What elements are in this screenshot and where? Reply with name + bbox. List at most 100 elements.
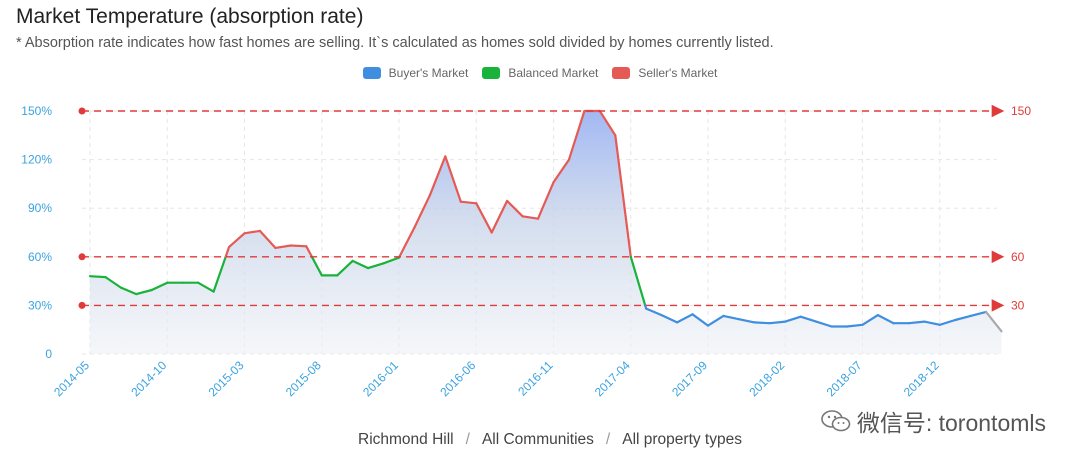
chart-area	[90, 111, 1002, 354]
line-segment	[753, 321, 771, 325]
chart-legend: Buyer's Market Balanced Market Seller's …	[0, 66, 1080, 80]
x-tick-label: 2016-01	[360, 358, 401, 399]
line-segment	[660, 314, 679, 324]
line-segment	[938, 318, 957, 326]
legend-label-balanced: Balanced Market	[508, 66, 599, 80]
legend-item-sellers[interactable]: Seller's Market	[612, 66, 717, 80]
x-tick-label: 2017-09	[669, 358, 710, 399]
threshold-lines: 150 60 30	[78, 104, 1031, 312]
line-segment	[923, 320, 941, 326]
legend-item-buyers[interactable]: Buyer's Market	[362, 66, 469, 80]
legend-swatch-sellers	[612, 67, 631, 79]
line-segment	[382, 256, 401, 265]
line-segment	[675, 313, 694, 324]
line-segment	[119, 286, 138, 296]
line-segment	[490, 199, 509, 234]
line-segment	[212, 255, 227, 293]
legend-item-balanced[interactable]: Balanced Market	[482, 66, 598, 80]
line-segment	[521, 215, 540, 220]
watermark: 微信号: torontomls	[821, 404, 1046, 438]
line-segment	[614, 134, 632, 258]
line-segment	[861, 314, 880, 326]
y-tick-label: 150%	[21, 104, 52, 118]
line-segment	[876, 314, 895, 325]
line-segment	[135, 288, 153, 296]
line-segment	[413, 194, 431, 229]
line-segment	[645, 307, 663, 317]
line-segment	[629, 255, 647, 307]
line-segment	[984, 310, 1003, 333]
x-tick-label: 2014-05	[51, 358, 92, 399]
area-fill	[90, 111, 1002, 354]
footer-community[interactable]: All Communities	[481, 431, 594, 448]
legend-swatch-balanced	[482, 67, 501, 79]
line-segment	[243, 229, 261, 235]
footer-separator: /	[605, 431, 611, 448]
y-tick-label: 90%	[28, 201, 52, 215]
chart-subtitle: * Absorption rate indicates how fast hom…	[16, 35, 774, 51]
line-segment	[444, 155, 462, 203]
line-segment	[954, 314, 972, 322]
x-tick-label: 2018-12	[901, 358, 942, 399]
line-segment	[398, 226, 416, 258]
line-segment	[351, 259, 370, 270]
line-segment	[969, 310, 988, 317]
x-tick-label: 2016-11	[515, 358, 556, 399]
x-tick-label: 2018-07	[824, 358, 865, 399]
line-segment	[258, 229, 277, 249]
legend-swatch-buyers	[362, 67, 381, 79]
line-segment	[552, 158, 571, 184]
line-segment	[567, 109, 586, 161]
watermark-text: 微信号: torontomls	[856, 410, 1046, 436]
line-segment	[197, 281, 215, 293]
line-segment	[907, 320, 926, 325]
line-segment	[691, 313, 710, 327]
line-segment	[506, 199, 524, 218]
chart-filter-breadcrumb: Richmond Hill / All Communities / All pr…	[0, 431, 1080, 449]
x-axis: 2014-05 2014-10 2015-03 2015-08 2016-01 2016-…	[51, 358, 942, 399]
x-tick-label: 2014-10	[128, 358, 169, 399]
line-segment	[274, 244, 292, 249]
wechat-icon	[821, 410, 851, 432]
line-segment	[768, 320, 787, 325]
line-segment	[598, 109, 617, 137]
legend-label-buyers: Buyer's Market	[388, 66, 469, 80]
line-segment	[475, 202, 493, 234]
x-tick-label: 2016-06	[437, 358, 478, 399]
line-segment	[706, 314, 725, 327]
line-segment	[224, 246, 231, 258]
chart-title: Market Temperature (absorption rate)	[16, 5, 364, 28]
line-segment	[784, 315, 802, 323]
x-tick-label: 2015-03	[206, 358, 247, 399]
y-tick-label: 30%	[28, 298, 52, 312]
threshold-label: 60	[1011, 250, 1025, 264]
line-segment	[737, 318, 756, 324]
line-segment	[799, 315, 818, 323]
footer-separator: /	[465, 431, 470, 448]
legend-label-sellers: Seller's Market	[638, 66, 718, 80]
line-segment	[336, 259, 354, 277]
y-tick-label: 0	[45, 347, 52, 361]
line-segment	[814, 320, 833, 328]
footer-property-type[interactable]: All property types	[622, 431, 742, 448]
line-segment	[305, 245, 313, 258]
line-segment	[289, 244, 308, 248]
footer-region[interactable]: Richmond Hill	[358, 431, 454, 448]
line-segment	[88, 275, 107, 279]
line-segment	[104, 276, 123, 289]
line-segment	[536, 181, 555, 220]
line-segment	[227, 232, 246, 249]
y-tick-label: 60%	[28, 250, 52, 264]
threshold-label: 30	[1011, 298, 1025, 312]
y-tick-label: 120%	[21, 153, 52, 167]
line-segment	[459, 200, 478, 205]
y-axis: 0 30% 60% 90% 120% 150%	[21, 104, 52, 361]
line-segment	[722, 314, 741, 321]
line-segment	[310, 255, 323, 277]
line-segment	[150, 281, 169, 292]
threshold-label: 150	[1011, 104, 1031, 118]
line-segment	[845, 323, 864, 328]
x-tick-label: 2017-04	[592, 358, 633, 399]
x-tick-label: 2015-08	[283, 358, 324, 399]
